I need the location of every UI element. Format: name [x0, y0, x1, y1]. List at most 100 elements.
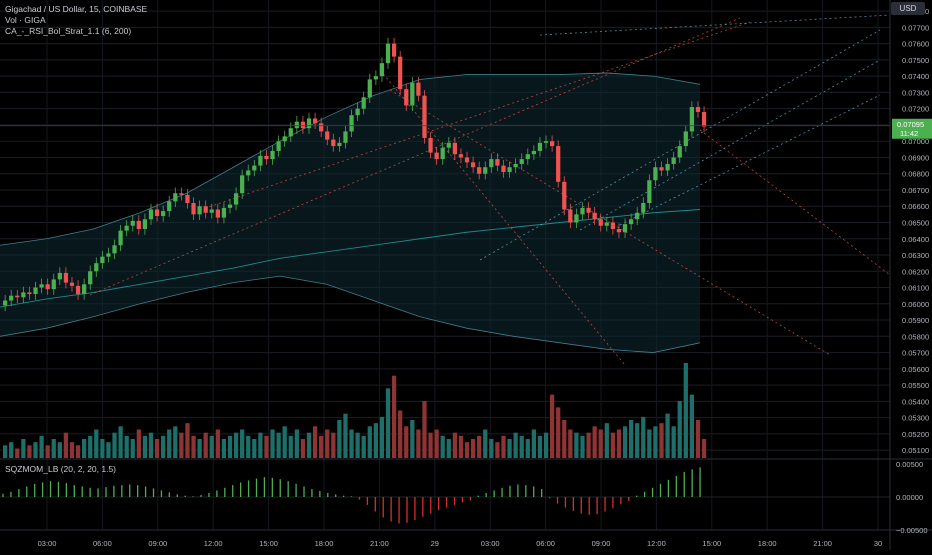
volume-bar: [470, 439, 476, 458]
candle-body: [75, 285, 81, 295]
volume-bar: [325, 429, 330, 458]
volume-bar: [610, 432, 616, 458]
volume-bar: [63, 432, 69, 458]
price-tick-label: 0.05500: [902, 381, 929, 390]
time-tick-label: 21:00: [370, 539, 389, 548]
candle-body: [519, 159, 524, 164]
last-price-badge: [892, 118, 932, 139]
volume-bar: [398, 410, 403, 458]
volume-bar: [513, 432, 518, 458]
volume-bar: [604, 423, 609, 458]
candle-body: [647, 180, 652, 203]
candle-body: [136, 220, 141, 229]
volume-bar: [440, 435, 445, 458]
candle-body: [452, 142, 457, 155]
volume-bar: [57, 442, 62, 458]
volume-bar: [270, 429, 275, 458]
time-tick-label: 12:00: [647, 539, 666, 548]
bollinger-upper-line: [0, 72, 701, 246]
symbol-title: Gigachad / US Dollar, 15, COINBASE: [5, 4, 148, 14]
candle-body: [404, 89, 409, 106]
candle-body: [659, 167, 664, 171]
time-tick-label: 12:00: [204, 539, 223, 548]
time-tick-label: 09:00: [148, 539, 167, 548]
volume-bar: [136, 429, 141, 458]
volume-bar: [75, 445, 81, 458]
volume-bar: [106, 442, 111, 458]
price-tick-label: 0.05900: [902, 316, 929, 325]
trend-channel-line: [699, 129, 891, 276]
volume-bar: [191, 435, 196, 458]
currency-button[interactable]: USD: [891, 2, 925, 15]
volume-bar: [227, 435, 233, 458]
candle-body: [574, 214, 579, 223]
candle-body: [221, 207, 227, 218]
candle-body: [88, 271, 93, 285]
candle-body: [282, 136, 287, 142]
candle-body: [300, 121, 306, 129]
volume-bar: [556, 407, 561, 458]
volume-bar: [458, 435, 464, 458]
volume-bar: [495, 442, 500, 458]
volume-bar: [312, 426, 318, 458]
trend-channel-line: [539, 14, 891, 36]
candle-body: [203, 206, 208, 213]
candle-body: [21, 292, 26, 298]
volume-bar: [671, 426, 676, 458]
candle-body: [349, 115, 354, 132]
volume-bar: [568, 429, 573, 458]
candle-body: [683, 131, 688, 147]
candle-body: [361, 97, 366, 109]
candle-body: [537, 142, 543, 151]
price-tick-label: 0.05600: [902, 365, 929, 374]
candle-body: [306, 118, 312, 129]
price-tick-label: 0.07000: [902, 137, 929, 146]
price-tick-label: 0.06300: [902, 251, 929, 260]
volume-bar: [349, 429, 354, 458]
candle-body: [373, 76, 378, 80]
candle-body: [410, 82, 415, 106]
volume-bar: [598, 429, 603, 458]
volume-bar: [385, 388, 391, 458]
volume-bar: [653, 426, 658, 458]
last-price-label: 0.07095: [897, 120, 924, 129]
candle-body: [483, 167, 488, 174]
candle-body: [379, 63, 385, 77]
volume-bar: [282, 426, 287, 458]
volume-bar: [483, 429, 488, 458]
volume-bar: [264, 435, 269, 458]
candle-body: [616, 229, 622, 233]
price-tick-label: 0.06400: [902, 235, 929, 244]
volume-bar: [367, 426, 372, 458]
candle-body: [179, 193, 184, 195]
candle-body: [416, 82, 421, 96]
volume-bar: [15, 448, 20, 458]
price-tick-label: 0.06700: [902, 186, 929, 195]
candle-body: [191, 202, 196, 215]
volume-bar: [306, 432, 312, 458]
volume-bar: [252, 439, 257, 458]
candle-body: [580, 207, 585, 215]
volume-bar: [203, 432, 208, 458]
price-tick-label: 0.07300: [902, 88, 929, 97]
volume-bar: [154, 439, 160, 458]
volume-bar: [9, 442, 14, 458]
candle-body: [531, 150, 537, 155]
candle-body: [276, 141, 281, 151]
volume-bar: [233, 432, 239, 458]
oscillator-tick-label: −0.00500: [896, 526, 928, 535]
time-tick-label: 03:00: [481, 539, 500, 548]
volume-bar: [361, 435, 366, 458]
price-tick-label: 0.06000: [902, 300, 929, 309]
candle-body: [240, 175, 245, 194]
candle-body: [695, 107, 701, 112]
price-tick-label: 0.05200: [902, 430, 929, 439]
candle-body: [592, 212, 597, 220]
oscillator-tick-label: 0.00000: [896, 493, 923, 502]
time-tick-label: 21:00: [813, 539, 832, 548]
volume-bar: [355, 432, 360, 458]
volume-bar: [300, 439, 306, 458]
volume-bar: [179, 432, 184, 458]
